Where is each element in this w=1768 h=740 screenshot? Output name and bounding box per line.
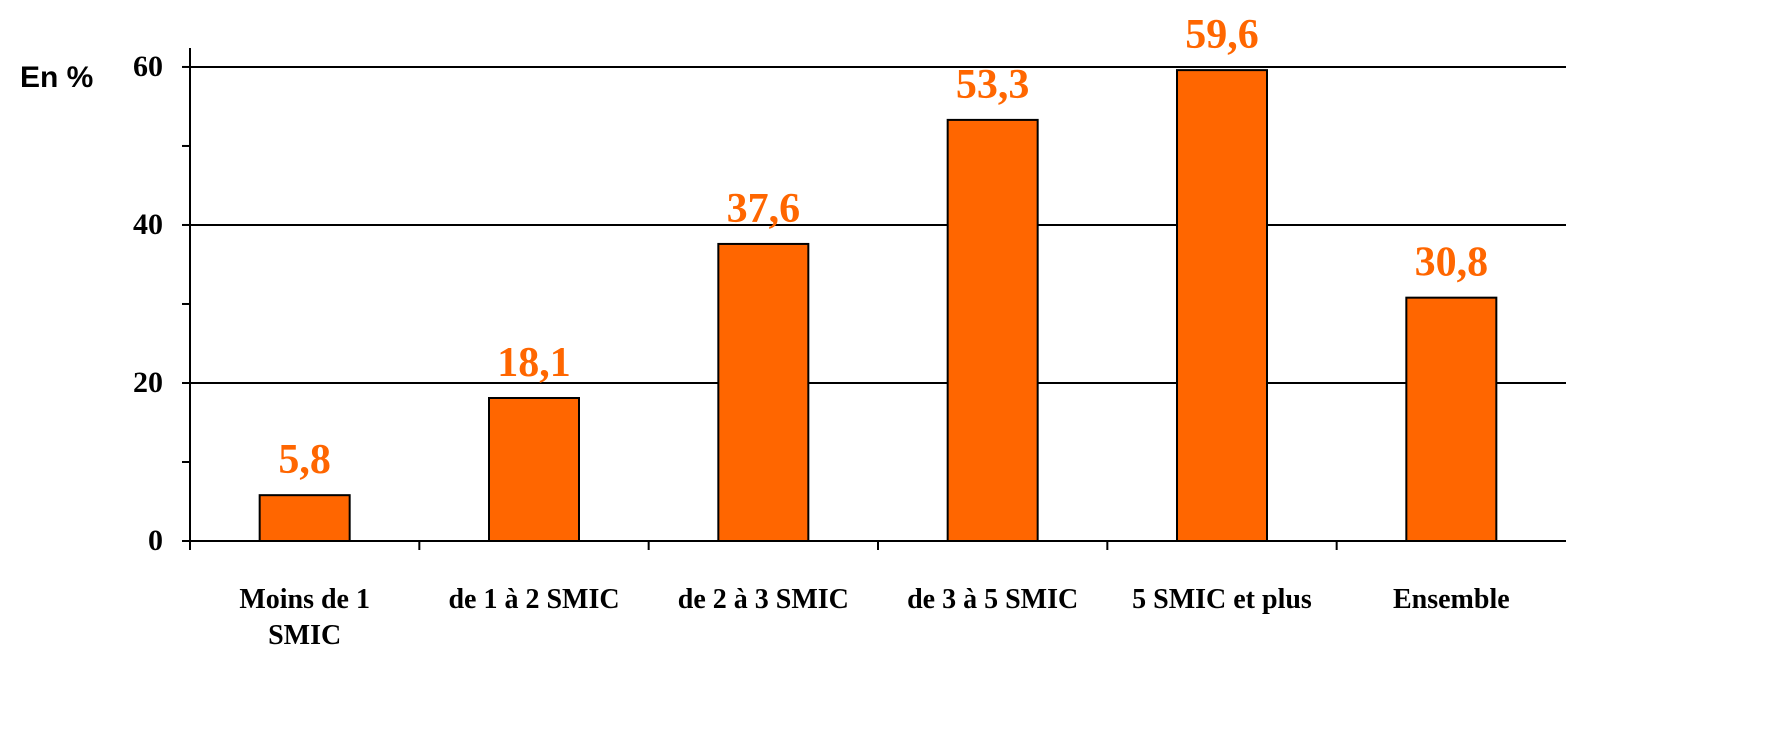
- bar: [1405, 296, 1498, 542]
- bar: [946, 118, 1039, 542]
- value-label: 53,3: [956, 62, 1030, 108]
- x-tick-label: de 2 à 3 SMIC: [677, 584, 849, 615]
- x-tick-label: Ensemble: [1392, 584, 1510, 615]
- value-label: 59,6: [1185, 12, 1259, 58]
- x-tick-label: de 3 à 5 SMIC: [907, 584, 1079, 615]
- bar: [1176, 69, 1268, 542]
- value-label: 30,8: [1415, 240, 1489, 286]
- value-label: 18,1: [497, 340, 571, 386]
- x-tick-label: 5 SMIC et plus: [1132, 584, 1312, 615]
- x-tick-label: de 1 à 2 SMIC: [448, 584, 620, 615]
- bar: [488, 396, 580, 542]
- y-axis-label: En %: [20, 61, 93, 94]
- y-tick-label: 20: [133, 366, 163, 399]
- value-label: 37,6: [727, 186, 801, 232]
- x-tick-label: Moins de 1 SMIC: [239, 584, 370, 651]
- y-tick-label: 0: [148, 524, 163, 557]
- bar: [717, 242, 810, 543]
- y-tick-label: 60: [133, 50, 163, 83]
- value-label: 5,8: [278, 437, 331, 483]
- y-tick-label: 40: [133, 208, 163, 241]
- bar: [258, 494, 351, 542]
